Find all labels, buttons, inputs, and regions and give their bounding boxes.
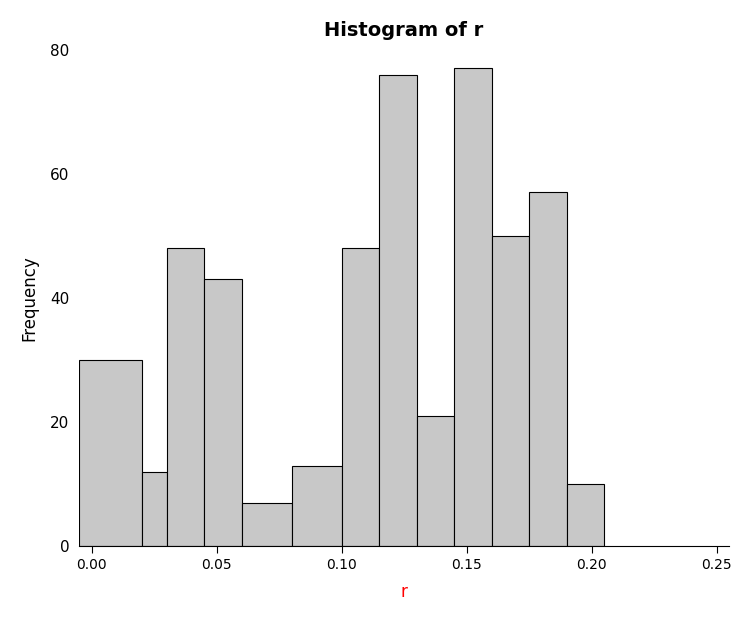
Bar	[566, 484, 604, 546]
Title: Histogram of r: Histogram of r	[324, 21, 484, 40]
Bar	[79, 360, 142, 546]
Bar	[342, 248, 379, 546]
Bar	[142, 471, 167, 546]
Bar	[292, 465, 342, 546]
Bar	[454, 68, 492, 546]
X-axis label: r: r	[400, 583, 407, 601]
Y-axis label: Frequency: Frequency	[21, 255, 39, 341]
Bar	[241, 503, 292, 546]
Bar	[416, 416, 454, 546]
Bar	[529, 192, 566, 546]
Bar	[204, 279, 241, 546]
Bar	[167, 248, 204, 546]
Bar	[492, 236, 529, 546]
Bar	[379, 75, 416, 546]
